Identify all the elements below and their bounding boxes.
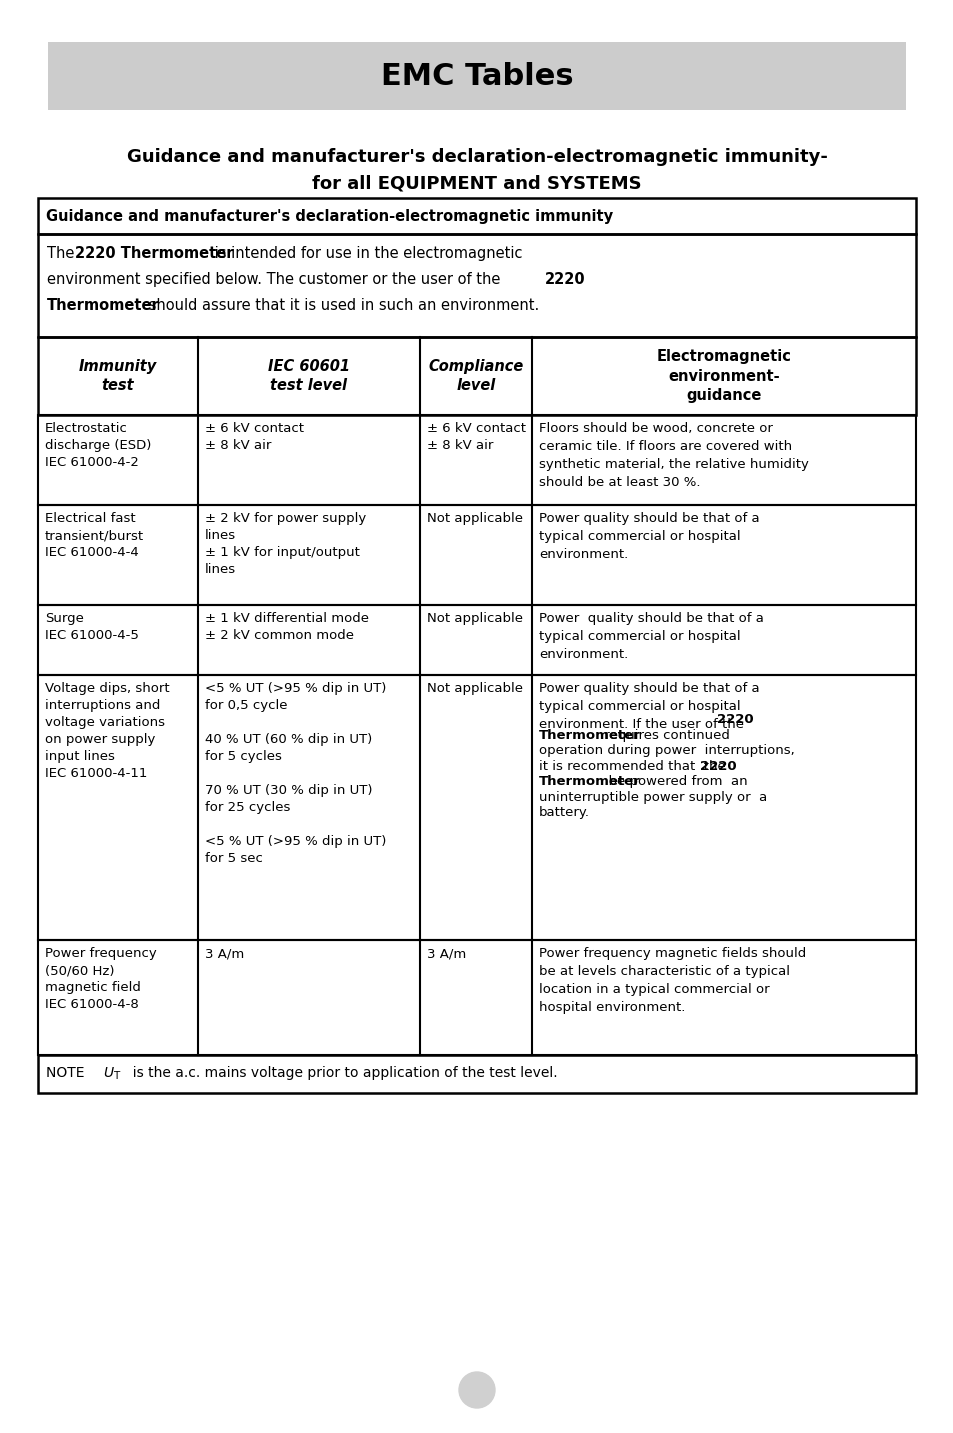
Text: uninterruptible power supply or  a: uninterruptible power supply or a [538, 791, 766, 804]
Text: IEC 60601
test level: IEC 60601 test level [268, 358, 350, 393]
Text: Guidance and manufacturer's declaration-electromagnetic immunity-: Guidance and manufacturer's declaration-… [127, 148, 826, 166]
Bar [38, 605, 915, 675]
Bar [38, 504, 915, 605]
Text: Not applicable: Not applicable [427, 512, 522, 524]
Text: is intended for use in the electromagnetic: is intended for use in the electromagnet… [210, 246, 522, 261]
Bar [38, 337, 915, 416]
Text: Electromagnetic
environment-
guidance: Electromagnetic environment- guidance [656, 350, 791, 403]
Text: 3 A/m: 3 A/m [427, 947, 466, 960]
Text: EMC Tables: EMC Tables [380, 62, 573, 90]
Text: T: T [112, 1070, 119, 1080]
Text: operation during power  interruptions,: operation during power interruptions, [538, 744, 794, 757]
Text: ± 2 kV for power supply
lines
± 1 kV for input/output
lines: ± 2 kV for power supply lines ± 1 kV for… [205, 512, 366, 576]
Text: is the a.c. mains voltage prior to application of the test level.: is the a.c. mains voltage prior to appli… [124, 1066, 558, 1080]
Text: NOTE: NOTE [46, 1066, 97, 1080]
Text: Power quality should be that of a
typical commercial or hospital
environment.: Power quality should be that of a typica… [538, 512, 759, 560]
Text: Floors should be wood, concrete or
ceramic tile. If floors are covered with
synt: Floors should be wood, concrete or ceram… [538, 421, 808, 489]
Text: Thermometer: Thermometer [47, 298, 159, 312]
Bar [38, 234, 915, 337]
Bar [38, 675, 915, 940]
Text: Surge
IEC 61000-4-5: Surge IEC 61000-4-5 [45, 612, 139, 642]
Text: Electrostatic
discharge (ESD)
IEC 61000-4-2: Electrostatic discharge (ESD) IEC 61000-… [45, 421, 152, 469]
Text: be powered from  an: be powered from an [599, 775, 747, 788]
Bar [38, 940, 915, 1055]
Text: Thermometer: Thermometer [538, 775, 640, 788]
Text: Compliance
level: Compliance level [428, 358, 523, 393]
Text: should assure that it is used in such an environment.: should assure that it is used in such an… [144, 298, 538, 312]
Text: The: The [47, 246, 79, 261]
Text: it is recommended that  the: it is recommended that the [538, 759, 734, 772]
Text: Power frequency magnetic fields should
be at levels characteristic of a typical
: Power frequency magnetic fields should b… [538, 947, 805, 1015]
Text: Voltage dips, short
interruptions and
voltage variations
on power supply
input l: Voltage dips, short interruptions and vo… [45, 682, 170, 780]
Text: <5 % UT (>95 % dip in UT)
for 0,5 cycle

40 % UT (60 % dip in UT)
for 5 cycles

: <5 % UT (>95 % dip in UT) for 0,5 cycle … [205, 682, 386, 866]
Text: Power  quality should be that of a
typical commercial or hospital
environment.: Power quality should be that of a typica… [538, 612, 763, 661]
Text: Immunity
test: Immunity test [79, 358, 157, 393]
Text: U: U [103, 1066, 113, 1080]
Text: 2220: 2220 [544, 272, 585, 287]
Bar [38, 198, 915, 234]
Text: ± 6 kV contact
± 8 kV air: ± 6 kV contact ± 8 kV air [427, 421, 525, 451]
Text: environment specified below. The customer or the user of the: environment specified below. The custome… [47, 272, 504, 287]
Text: Power quality should be that of a
typical commercial or hospital
environment. If: Power quality should be that of a typica… [538, 682, 759, 731]
Text: 2220 Thermometer: 2220 Thermometer [75, 246, 233, 261]
Circle shape [458, 1371, 495, 1409]
Text: Power frequency
(50/60 Hz)
magnetic field
IEC 61000-4-8: Power frequency (50/60 Hz) magnetic fiel… [45, 947, 156, 1012]
Text: for all EQUIPMENT and SYSTEMS: for all EQUIPMENT and SYSTEMS [312, 173, 641, 192]
Bar [38, 416, 915, 504]
Text: Thermometer: Thermometer [538, 728, 640, 741]
Text: 2220: 2220 [700, 759, 736, 772]
Text: battery.: battery. [538, 805, 589, 820]
Text: 16: 16 [467, 1383, 486, 1397]
Text: Not applicable: Not applicable [427, 612, 522, 625]
Text: 3 A/m: 3 A/m [205, 947, 244, 960]
Text: Not applicable: Not applicable [427, 682, 522, 695]
Text: Guidance and manufacturer's declaration-electromagnetic immunity: Guidance and manufacturer's declaration-… [46, 208, 613, 224]
Bar [48, 42, 905, 110]
Text: requires continued: requires continued [599, 728, 729, 741]
Text: ± 1 kV differential mode
± 2 kV common mode: ± 1 kV differential mode ± 2 kV common m… [205, 612, 369, 642]
Bar [38, 1055, 915, 1093]
Text: Electrical fast
transient/burst
IEC 61000-4-4: Electrical fast transient/burst IEC 6100… [45, 512, 144, 559]
Text: 2220: 2220 [716, 714, 753, 727]
Text: ± 6 kV contact
± 8 kV air: ± 6 kV contact ± 8 kV air [205, 421, 304, 451]
